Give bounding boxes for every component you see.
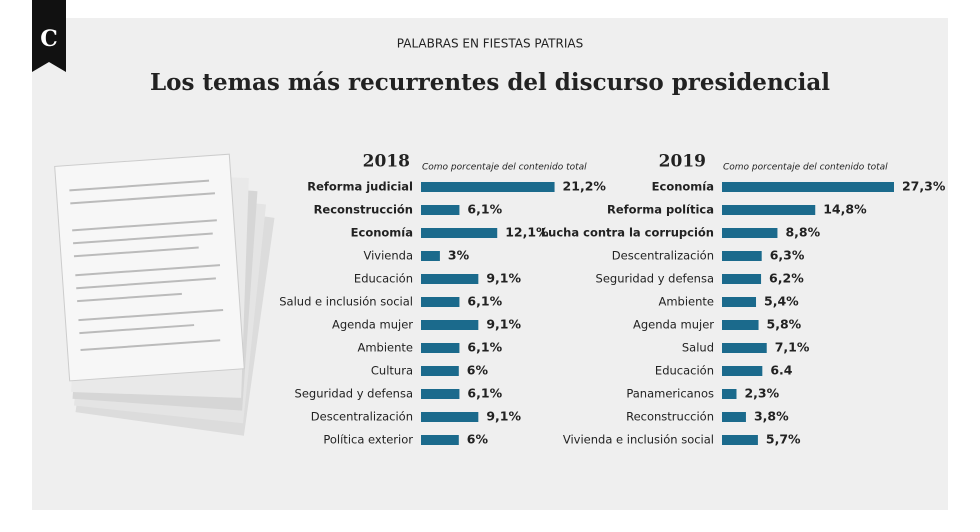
category-label: Cultura <box>371 364 413 378</box>
bar <box>421 343 460 353</box>
category-label: Educación <box>354 272 413 286</box>
chart-year: 2018 <box>363 152 410 172</box>
value-label: 9,1% <box>486 409 521 424</box>
value-label: 6,3% <box>770 248 805 263</box>
category-label: Descentralización <box>311 410 413 424</box>
value-label: 8,8% <box>785 225 820 240</box>
value-label: 5,7% <box>766 432 801 447</box>
bar <box>421 274 479 284</box>
bar <box>722 251 762 261</box>
logo-banner <box>32 0 66 72</box>
category-label: Ambiente <box>658 295 714 309</box>
category-label: Política exterior <box>323 433 413 447</box>
category-label: Panamericanos <box>626 387 714 401</box>
category-label: Descentralización <box>612 249 714 263</box>
value-label: 9,1% <box>486 317 521 332</box>
category-label: Reconstrucción <box>626 410 714 424</box>
category-label: Vivienda <box>363 249 413 263</box>
category-label: Lucha contra la corrupción <box>541 226 714 240</box>
value-label: 3% <box>448 248 470 263</box>
bar <box>421 228 498 238</box>
bar <box>421 389 460 399</box>
category-label: Seguridad y defensa <box>596 272 714 286</box>
value-label: 3,8% <box>754 409 789 424</box>
bar <box>722 297 757 307</box>
category-label: Economía <box>351 226 413 240</box>
bar <box>421 182 555 192</box>
value-label: 9,1% <box>486 271 521 286</box>
value-label: 6.4 <box>770 363 792 378</box>
bar <box>421 205 460 215</box>
bar <box>722 205 816 215</box>
value-label: 12,1% <box>505 225 549 240</box>
bar <box>722 320 759 330</box>
category-label: Agenda mujer <box>633 318 714 332</box>
value-label: 5,4% <box>764 294 799 309</box>
bar <box>722 412 746 422</box>
value-label: 5,8% <box>767 317 802 332</box>
category-label: Economía <box>652 180 714 194</box>
bar <box>722 435 758 445</box>
logo: C <box>40 26 58 52</box>
bar <box>421 320 479 330</box>
value-label: 6% <box>467 363 489 378</box>
category-label: Ambiente <box>357 341 413 355</box>
category-label: Educación <box>655 364 714 378</box>
bar <box>722 274 762 284</box>
bar <box>421 297 460 307</box>
value-label: 6,1% <box>467 386 502 401</box>
value-label: 7,1% <box>775 340 810 355</box>
value-label: 2,3% <box>744 386 779 401</box>
bar <box>421 435 459 445</box>
bar <box>421 366 459 376</box>
category-label: Reforma política <box>607 203 714 217</box>
chart-subtitle: Como porcentaje del contenido total <box>422 163 587 173</box>
kicker: PALABRAS EN FIESTAS PATRIAS <box>397 37 583 51</box>
papers-illustration <box>54 153 275 436</box>
category-label: Vivienda e inclusión social <box>563 433 714 447</box>
value-label: 14,8% <box>823 202 867 217</box>
bar <box>722 366 763 376</box>
bar <box>722 389 737 399</box>
value-label: 6% <box>467 432 489 447</box>
value-label: 6,2% <box>769 271 804 286</box>
bar <box>722 228 778 238</box>
value-label: 21,2% <box>563 179 607 194</box>
category-label: Reforma judicial <box>307 180 413 194</box>
value-label: 6,1% <box>467 340 502 355</box>
value-label: 27,3% <box>902 179 946 194</box>
category-label: Agenda mujer <box>332 318 413 332</box>
category-label: Salud e inclusión social <box>279 295 413 309</box>
title: Los temas más recurrentes del discurso p… <box>150 69 830 96</box>
bar <box>722 182 894 192</box>
bar <box>421 412 479 422</box>
value-label: 6,1% <box>467 294 502 309</box>
bar <box>421 251 440 261</box>
category-label: Reconstrucción <box>314 203 413 217</box>
chart-year: 2019 <box>659 152 706 172</box>
bar <box>722 343 767 353</box>
value-label: 6,1% <box>467 202 502 217</box>
category-label: Seguridad y defensa <box>295 387 413 401</box>
chart-subtitle: Como porcentaje del contenido total <box>723 163 888 173</box>
category-label: Salud <box>682 341 714 355</box>
